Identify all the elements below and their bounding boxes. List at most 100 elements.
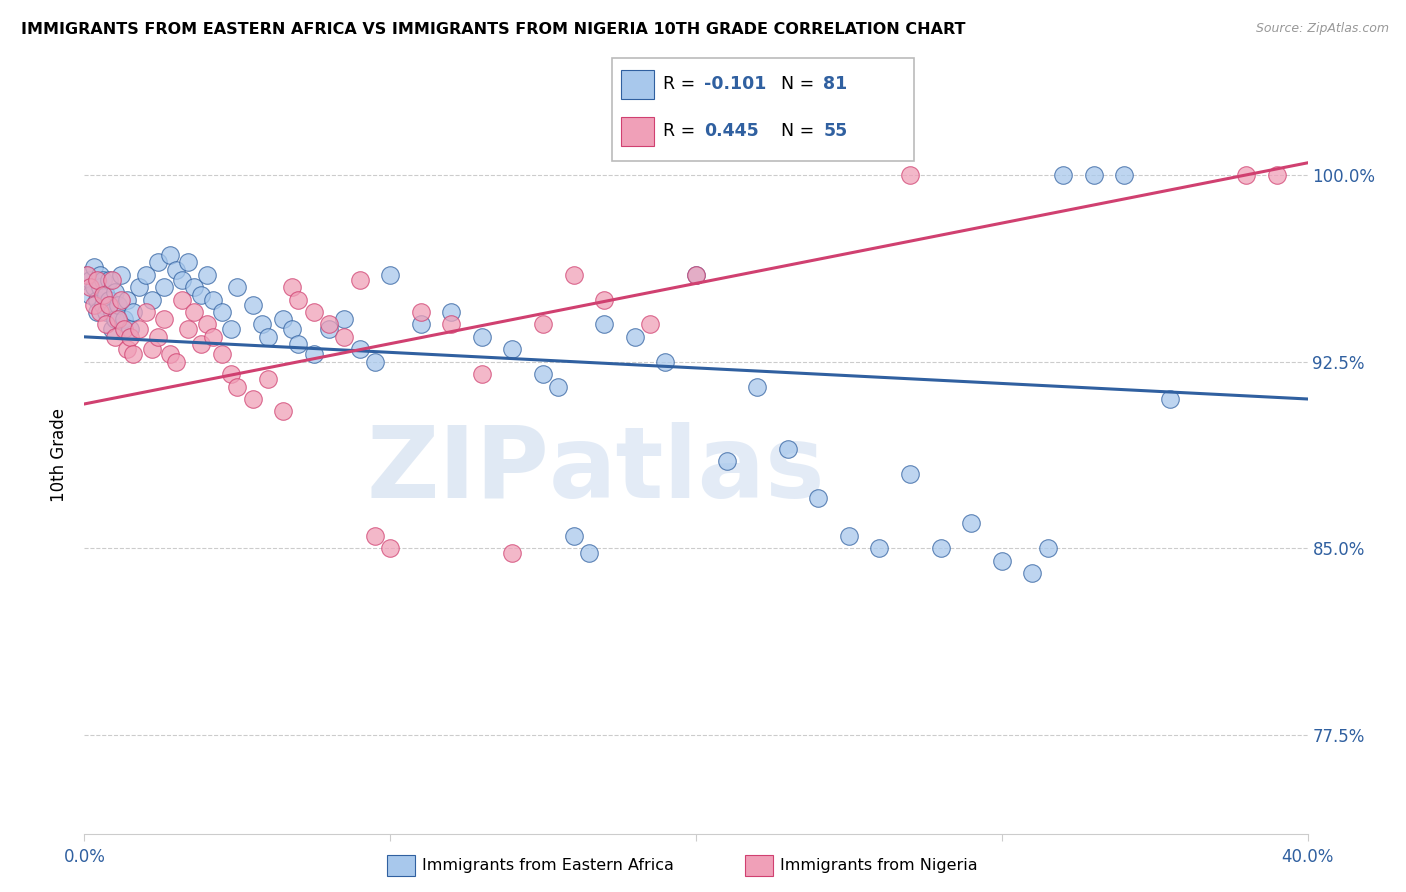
Point <box>807 491 830 506</box>
Point <box>101 305 124 319</box>
Text: Immigrants from Eastern Africa: Immigrants from Eastern Africa <box>422 858 673 872</box>
Point <box>287 337 309 351</box>
Point <box>1021 566 1043 580</box>
Point <box>747 379 769 393</box>
Point <box>271 312 294 326</box>
Point <box>115 293 138 307</box>
Point <box>110 293 132 307</box>
Text: Immigrants from Nigeria: Immigrants from Nigeria <box>780 858 979 872</box>
Point <box>531 367 554 381</box>
Point <box>101 322 124 336</box>
Y-axis label: 10th Grade: 10th Grade <box>51 408 69 502</box>
Text: IMMIGRANTS FROM EASTERN AFRICA VS IMMIGRANTS FROM NIGERIA 10TH GRADE CORRELATION: IMMIGRANTS FROM EASTERN AFRICA VS IMMIGR… <box>21 22 966 37</box>
Text: N =: N = <box>780 75 820 93</box>
Point <box>364 354 387 368</box>
FancyBboxPatch shape <box>612 58 914 161</box>
Point <box>302 305 325 319</box>
Point <box>716 454 738 468</box>
Point <box>1052 168 1074 182</box>
Point <box>183 280 205 294</box>
Point <box>250 318 273 332</box>
Text: R =: R = <box>664 122 700 140</box>
Point <box>97 293 120 307</box>
Point <box>685 268 707 282</box>
Point <box>104 330 127 344</box>
Point <box>409 318 432 332</box>
Point <box>104 312 127 326</box>
Point <box>195 268 218 282</box>
Point <box>898 467 921 481</box>
Point <box>153 280 176 294</box>
Text: R =: R = <box>664 75 700 93</box>
Point <box>991 553 1014 567</box>
Point <box>97 297 120 311</box>
Point <box>120 322 142 336</box>
Point <box>110 268 132 282</box>
Point <box>1036 541 1059 556</box>
Point <box>153 312 176 326</box>
Point <box>838 529 860 543</box>
Point <box>1083 168 1105 182</box>
Bar <box>620 70 654 99</box>
Point <box>83 260 105 275</box>
Text: N =: N = <box>780 122 820 140</box>
Point <box>364 529 387 543</box>
Point <box>183 305 205 319</box>
Point <box>135 305 157 319</box>
Point <box>91 273 114 287</box>
Point <box>97 273 120 287</box>
Point <box>502 546 524 560</box>
Point <box>172 293 194 307</box>
Point <box>122 347 145 361</box>
Point <box>578 546 600 560</box>
Point <box>776 442 799 456</box>
Point <box>318 322 340 336</box>
Point <box>1159 392 1181 406</box>
Point <box>172 273 194 287</box>
Text: Source: ZipAtlas.com: Source: ZipAtlas.com <box>1256 22 1389 36</box>
Point <box>440 305 463 319</box>
Point <box>104 285 127 299</box>
Point <box>349 273 371 287</box>
Point <box>502 343 524 357</box>
Point <box>91 297 114 311</box>
Point <box>257 372 280 386</box>
Text: 81: 81 <box>824 75 848 93</box>
Point <box>83 280 105 294</box>
Point <box>122 305 145 319</box>
Point <box>471 367 494 381</box>
Point <box>929 541 952 556</box>
Point <box>128 322 150 336</box>
Point <box>547 379 569 393</box>
Point <box>86 305 108 319</box>
Text: -0.101: -0.101 <box>704 75 766 93</box>
Point <box>107 297 129 311</box>
Point <box>281 280 304 294</box>
Point <box>302 347 325 361</box>
Point <box>107 312 129 326</box>
Point <box>380 268 402 282</box>
Point <box>112 322 135 336</box>
Point <box>624 330 647 344</box>
Point <box>135 268 157 282</box>
Point <box>531 318 554 332</box>
Point <box>94 305 117 319</box>
Point <box>440 318 463 332</box>
Point <box>76 268 98 282</box>
Point <box>333 330 356 344</box>
Point <box>226 379 249 393</box>
Point <box>226 280 249 294</box>
Point <box>128 280 150 294</box>
Text: 0.445: 0.445 <box>704 122 759 140</box>
Point <box>211 305 233 319</box>
Point <box>146 255 169 269</box>
Point <box>593 293 616 307</box>
Point <box>471 330 494 344</box>
Point <box>79 287 101 301</box>
Point <box>94 287 117 301</box>
Point <box>91 287 114 301</box>
Point <box>76 268 98 282</box>
Point <box>89 305 111 319</box>
Point <box>1236 168 1258 182</box>
Text: atlas: atlas <box>550 422 825 518</box>
